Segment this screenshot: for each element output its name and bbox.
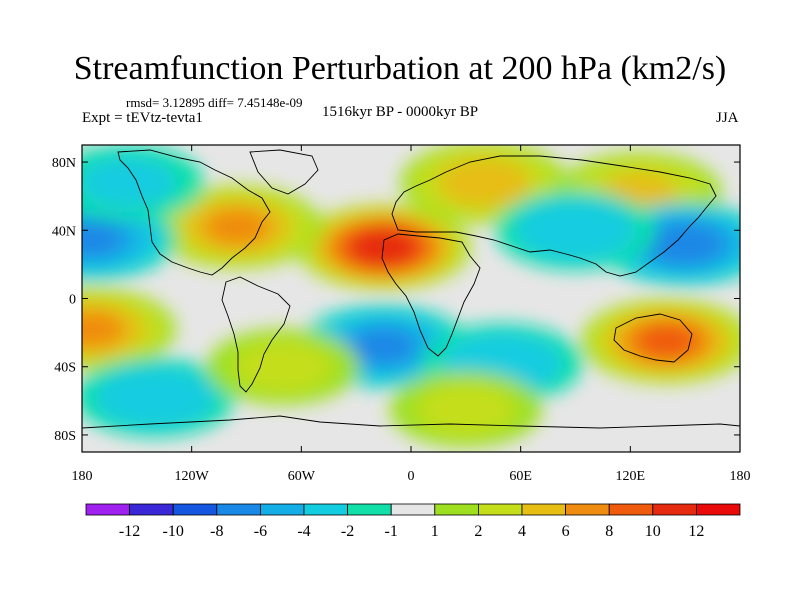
stats-text: rmsd= 3.12895 diff= 7.45148e-09 [126,95,303,110]
anomaly-blobs [82,145,740,448]
coast-south-america [221,276,291,393]
contour-field [82,145,740,448]
contour-level-neg-6 [351,327,417,365]
colorbar-swatch-2 [172,503,218,516]
contour-level-neg-2 [82,156,177,209]
contour-level-neg-2 [94,366,217,429]
coast-antarctica [82,415,740,429]
colorbar-swatch-4 [259,503,305,516]
colorbar-label-5: -2 [341,523,354,540]
coast-africa [381,233,481,357]
y-tick-label-1: 40N [52,224,76,239]
y-tick-label-2: 0 [69,293,76,308]
anomaly-center-1 [152,185,323,269]
coast-eurasia [391,155,717,277]
colorbar-swatch-7 [390,503,436,516]
colorbar-label-6: -1 [385,523,398,540]
x-tick-label-0: 180 [72,469,93,484]
colorbar-swatch-0 [85,503,130,516]
colorbar-label-8: 2 [474,523,482,540]
coastlines [82,149,740,429]
colorbar-swatch-10 [521,503,566,516]
colorbar-label-1: -10 [163,523,184,540]
x-tick-label-6: 180 [730,469,751,484]
contour-level-neg-6 [645,221,726,266]
colorbar-swatch-8 [434,503,479,516]
chart-title: Streamfunction Perturbation at 200 hPa (… [73,50,727,87]
colorbar-swatch-13 [652,503,697,516]
colorbar-label-3: -6 [254,523,267,540]
coast-greenland [249,149,319,195]
contour-level-pos-2 [416,383,516,436]
anomaly-center-5 [82,287,176,371]
contour-level-pos-6 [82,310,124,348]
x-tick-label-3: 0 [408,469,415,484]
colorbar-swatch-5 [303,503,348,516]
x-tick-label-2: 60W [288,469,316,484]
coast-north-america [117,149,271,276]
anomaly-center-13 [206,328,360,405]
contour-level-neg-6 [82,220,124,258]
colorbar-label-11: 8 [605,523,613,540]
anomaly-center-12 [82,357,236,438]
colorbar-swatch-14 [696,503,741,516]
experiment-label: Expt = tEVtz-tevta1 [82,110,203,126]
contour-level-pos-4 [437,157,531,208]
colorbar-label-12: 10 [645,523,661,540]
anomaly-center-14 [389,371,543,448]
colorbar-swatch-12 [608,503,654,516]
colorbar-label-4: -4 [297,523,310,540]
anomaly-center-11 [82,145,205,221]
colorbar: -12 -10 -8 -6 -4 -2 -1 1 2 4 6 8 10 12 [85,503,741,540]
colorbar-swatch-11 [565,503,610,516]
colorbar-swatch-9 [477,503,523,516]
anomaly-center-4 [580,298,740,384]
contour-level-pos-6 [204,208,270,246]
colorbar-label-9: 4 [518,523,526,540]
map-axes: 180 120W 60W 0 60E 120E 180 80N 40N 0 40S 80S [52,145,751,484]
x-tick-label-1: 120W [175,469,210,484]
contour-level-pos-2 [233,340,333,393]
anomaly-center-8 [495,190,656,270]
colorbar-label-0: -12 [119,523,140,540]
y-tick-label-0: 80N [52,156,76,171]
colorbar-swatch-1 [129,503,174,516]
colorbar-label-10: 6 [562,523,570,540]
x-tick-label-4: 60E [509,469,532,484]
colorbar-swatch-3 [216,503,261,516]
y-tick-label-4: 80S [54,429,76,444]
season-label: JJA [716,110,739,126]
colorbar-label-7: 1 [431,523,439,540]
coast-australia [613,313,693,363]
colorbar-label-2: -8 [210,523,223,540]
colorbar-label-13: 12 [688,523,704,540]
colorbar-swatch-6 [347,503,392,516]
contour-level-pos-8 [636,323,697,359]
x-tick-label-5: 120E [616,469,646,484]
period-label: 1516kyr BP - 0000kyr BP [322,104,479,120]
y-tick-label-3: 40S [54,361,76,376]
contour-level-neg-2 [514,199,637,262]
